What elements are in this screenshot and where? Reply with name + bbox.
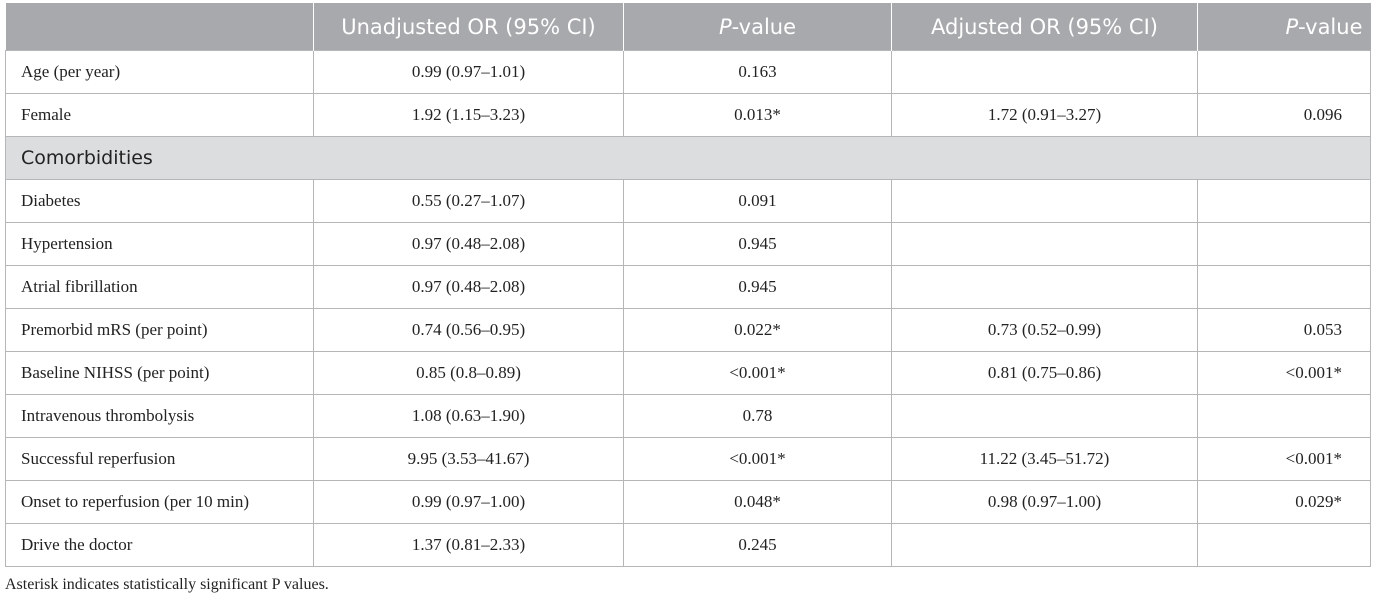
row-label: Drive the doctor <box>5 523 314 567</box>
adjusted-p-cell <box>1197 222 1371 266</box>
odds-ratio-table: Unadjusted OR (95% CI) P-value Adjusted … <box>5 3 1371 567</box>
adjusted-or-cell: 1.72 (0.91–3.27) <box>891 93 1198 137</box>
header-p-italic: P <box>1285 14 1299 39</box>
header-adjusted-p-value: P-value <box>1197 3 1371 51</box>
row-label: Female <box>5 93 314 137</box>
unadjusted-p-cell: 0.245 <box>623 523 892 567</box>
header-variable <box>5 3 314 51</box>
unadjusted-p-cell: 0.091 <box>623 179 892 223</box>
row-label: Hypertension <box>5 222 314 266</box>
unadjusted-p-cell: 0.048* <box>623 480 892 524</box>
adjusted-p-cell: <0.001* <box>1197 351 1371 395</box>
row-label: Diabetes <box>5 179 314 223</box>
section-label: Comorbidities <box>5 136 1371 180</box>
adjusted-p-cell: 0.053 <box>1197 308 1371 352</box>
adjusted-or-cell: 0.81 (0.75–0.86) <box>891 351 1198 395</box>
unadjusted-p-cell: 0.945 <box>623 222 892 266</box>
table-row: Hypertension 0.97 (0.48–2.08) 0.945 <box>5 222 1371 266</box>
unadjusted-or-cell: 0.99 (0.97–1.00) <box>313 480 624 524</box>
adjusted-or-cell <box>891 523 1198 567</box>
adjusted-p-cell <box>1197 179 1371 223</box>
header-p-italic: P <box>718 14 732 39</box>
table-row: Diabetes 0.55 (0.27–1.07) 0.091 <box>5 179 1371 223</box>
header-unadjusted-p-value: P-value <box>623 3 892 51</box>
adjusted-p-cell <box>1197 394 1371 438</box>
row-label: Premorbid mRS (per point) <box>5 308 314 352</box>
unadjusted-or-cell: 1.37 (0.81–2.33) <box>313 523 624 567</box>
unadjusted-or-cell: 0.85 (0.8–0.89) <box>313 351 624 395</box>
table-header-row: Unadjusted OR (95% CI) P-value Adjusted … <box>5 3 1371 51</box>
row-label: Atrial fibrillation <box>5 265 314 309</box>
table-row: Female 1.92 (1.15–3.23) 0.013* 1.72 (0.9… <box>5 93 1371 137</box>
unadjusted-p-cell: 0.013* <box>623 93 892 137</box>
table-row: Age (per year) 0.99 (0.97–1.01) 0.163 <box>5 50 1371 94</box>
table-row: Atrial fibrillation 0.97 (0.48–2.08) 0.9… <box>5 265 1371 309</box>
header-unadjusted-or: Unadjusted OR (95% CI) <box>313 3 624 51</box>
header-p-suffix: -value <box>731 14 797 39</box>
adjusted-or-cell: 0.98 (0.97–1.00) <box>891 480 1198 524</box>
table-row: Drive the doctor 1.37 (0.81–2.33) 0.245 <box>5 523 1371 567</box>
adjusted-or-cell: 11.22 (3.45–51.72) <box>891 437 1198 481</box>
row-label: Successful reperfusion <box>5 437 314 481</box>
adjusted-or-cell <box>891 394 1198 438</box>
section-row-comorbidities: Comorbidities <box>5 136 1371 180</box>
unadjusted-p-cell: 0.945 <box>623 265 892 309</box>
unadjusted-p-cell: 0.022* <box>623 308 892 352</box>
unadjusted-or-cell: 0.99 (0.97–1.01) <box>313 50 624 94</box>
table-body: Age (per year) 0.99 (0.97–1.01) 0.163 Fe… <box>5 50 1371 567</box>
row-label: Intravenous thrombolysis <box>5 394 314 438</box>
adjusted-or-cell <box>891 179 1198 223</box>
unadjusted-p-cell: 0.163 <box>623 50 892 94</box>
unadjusted-p-cell: <0.001* <box>623 351 892 395</box>
row-label: Onset to reperfusion (per 10 min) <box>5 480 314 524</box>
table-row: Premorbid mRS (per point) 0.74 (0.56–0.9… <box>5 308 1371 352</box>
adjusted-p-cell: 0.096 <box>1197 93 1371 137</box>
unadjusted-p-cell: <0.001* <box>623 437 892 481</box>
table-row: Onset to reperfusion (per 10 min) 0.99 (… <box>5 480 1371 524</box>
row-label: Baseline NIHSS (per point) <box>5 351 314 395</box>
unadjusted-or-cell: 0.74 (0.56–0.95) <box>313 308 624 352</box>
table-footnote: Asterisk indicates statistically signifi… <box>5 576 329 593</box>
unadjusted-p-cell: 0.78 <box>623 394 892 438</box>
table-row: Intravenous thrombolysis 1.08 (0.63–1.90… <box>5 394 1371 438</box>
unadjusted-or-cell: 0.97 (0.48–2.08) <box>313 265 624 309</box>
table-row: Baseline NIHSS (per point) 0.85 (0.8–0.8… <box>5 351 1371 395</box>
adjusted-p-cell <box>1197 523 1371 567</box>
adjusted-p-cell: 0.029* <box>1197 480 1371 524</box>
unadjusted-or-cell: 1.92 (1.15–3.23) <box>313 93 624 137</box>
unadjusted-or-cell: 0.97 (0.48–2.08) <box>313 222 624 266</box>
header-p-suffix: -value <box>1298 14 1363 39</box>
adjusted-or-cell <box>891 265 1198 309</box>
results-table-container: Unadjusted OR (95% CI) P-value Adjusted … <box>5 3 1371 567</box>
table-row: Successful reperfusion 9.95 (3.53–41.67)… <box>5 437 1371 481</box>
adjusted-p-cell: <0.001* <box>1197 437 1371 481</box>
row-label: Age (per year) <box>5 50 314 94</box>
adjusted-or-cell <box>891 50 1198 94</box>
adjusted-p-cell <box>1197 265 1371 309</box>
unadjusted-or-cell: 1.08 (0.63–1.90) <box>313 394 624 438</box>
unadjusted-or-cell: 9.95 (3.53–41.67) <box>313 437 624 481</box>
header-adjusted-or: Adjusted OR (95% CI) <box>891 3 1198 51</box>
adjusted-p-cell <box>1197 50 1371 94</box>
adjusted-or-cell <box>891 222 1198 266</box>
adjusted-or-cell: 0.73 (0.52–0.99) <box>891 308 1198 352</box>
unadjusted-or-cell: 0.55 (0.27–1.07) <box>313 179 624 223</box>
